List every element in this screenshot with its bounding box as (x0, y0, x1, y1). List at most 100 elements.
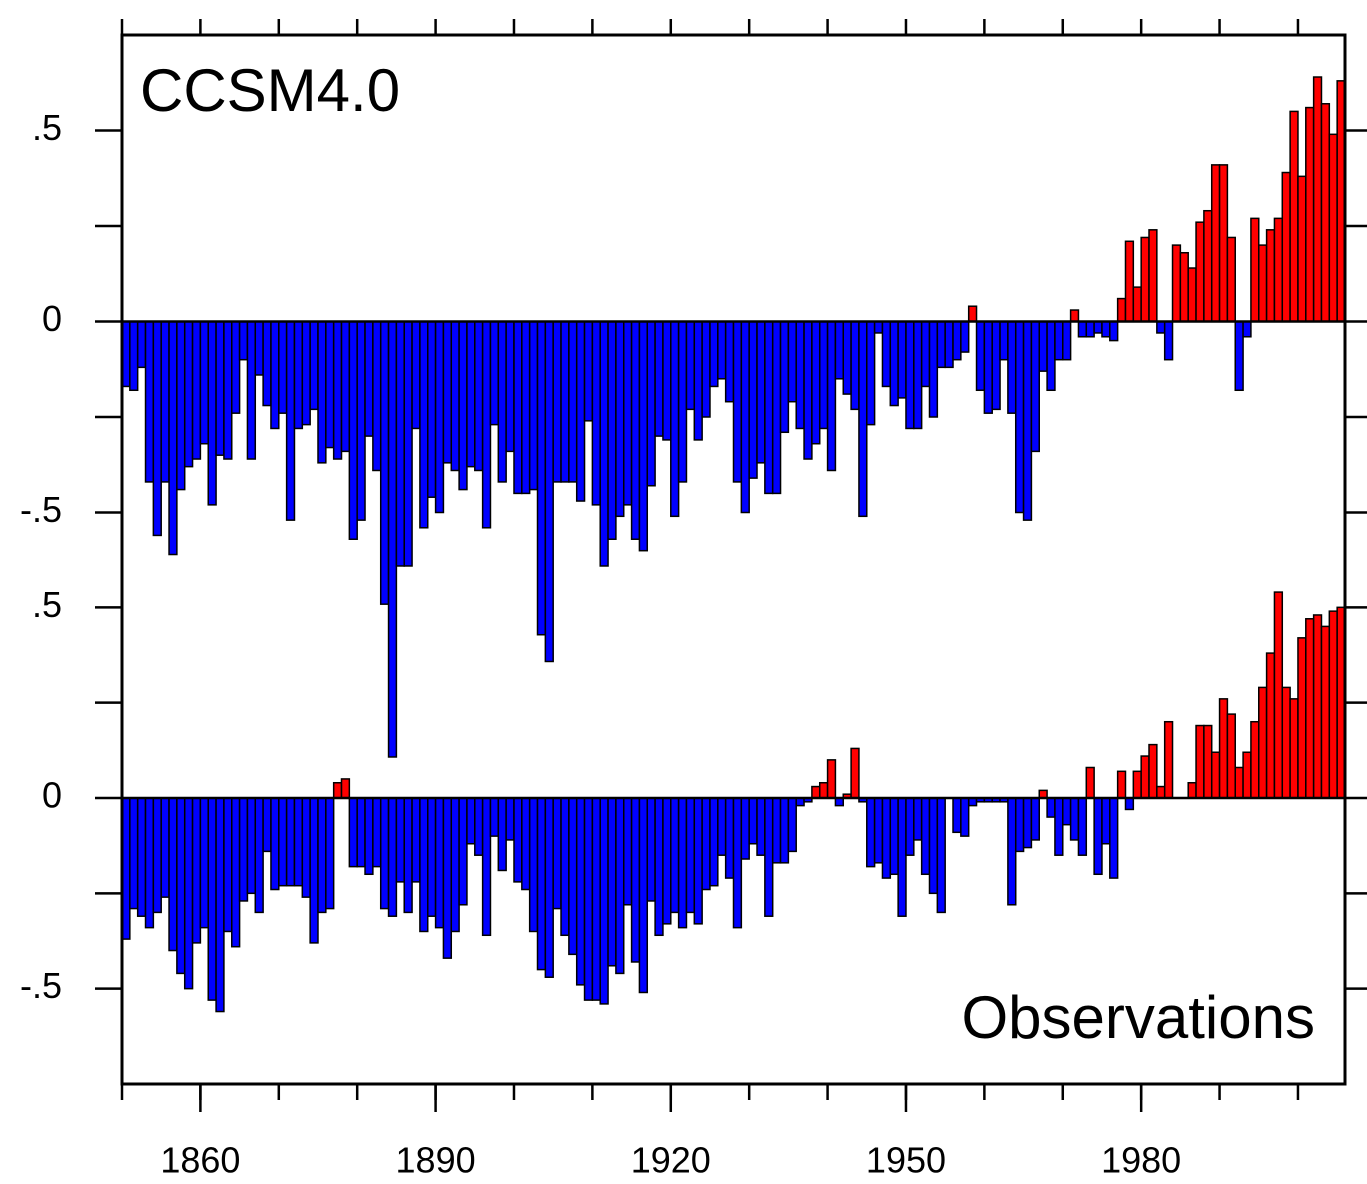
bar (1210, 751, 1221, 799)
bar (379, 797, 390, 910)
bar (223, 797, 233, 933)
bar (724, 797, 735, 879)
bar (144, 797, 155, 929)
y-tick-label: 0 (42, 775, 62, 816)
bar (1320, 625, 1331, 799)
bar (967, 305, 978, 323)
bar (270, 797, 280, 891)
bar (850, 747, 860, 799)
bar (983, 320, 993, 414)
bar (1258, 244, 1268, 323)
bar (1069, 309, 1080, 323)
bar (732, 797, 743, 929)
bar (450, 797, 460, 933)
bar (1297, 175, 1307, 323)
bar (1046, 320, 1056, 392)
bar (1234, 320, 1244, 392)
bar (278, 320, 288, 414)
bar (497, 320, 507, 483)
bar (1250, 217, 1260, 323)
y-tick-label: .5 (32, 107, 62, 148)
bar (1273, 217, 1284, 323)
bar (1030, 320, 1041, 453)
bar (176, 320, 186, 491)
bar (411, 797, 421, 883)
bar (395, 320, 405, 567)
bar (685, 797, 696, 914)
bar (630, 797, 641, 963)
bar (207, 797, 217, 1001)
bar (1132, 286, 1142, 323)
bar (521, 797, 531, 891)
bar (387, 320, 398, 758)
bar (795, 320, 805, 430)
bar (1101, 320, 1111, 338)
bar (897, 320, 907, 399)
bar (442, 797, 453, 959)
bar (262, 797, 272, 853)
bar (905, 320, 915, 430)
bar (1054, 320, 1064, 361)
bar (873, 797, 884, 864)
bar (1109, 320, 1119, 342)
bar (199, 797, 209, 929)
bar (591, 320, 601, 506)
bar (724, 320, 735, 403)
bar (1203, 209, 1213, 323)
bar (1054, 797, 1064, 856)
bar (481, 320, 492, 529)
bar (215, 797, 225, 1013)
bar (458, 797, 468, 906)
bar (866, 320, 876, 426)
bar (638, 320, 649, 552)
bar (1132, 770, 1142, 799)
bar (748, 797, 758, 845)
bar (427, 320, 437, 498)
bar (826, 320, 837, 472)
bar (936, 797, 946, 914)
bar (332, 781, 343, 799)
bar (301, 320, 311, 426)
bar (693, 320, 703, 441)
bar (1046, 797, 1056, 818)
bar (1085, 766, 1095, 799)
bar (1148, 743, 1158, 799)
bar (207, 320, 217, 506)
bar (372, 320, 382, 472)
bar (411, 320, 421, 430)
bar (521, 320, 531, 495)
bar (309, 797, 319, 944)
bar (1289, 110, 1299, 323)
bar (881, 320, 892, 388)
bar (881, 797, 892, 879)
bar (858, 320, 868, 518)
bar (960, 797, 970, 837)
bar (419, 320, 429, 529)
bar (1163, 720, 1174, 799)
bar (136, 320, 147, 369)
bar (160, 320, 170, 483)
bar (1179, 251, 1189, 323)
bar (1038, 320, 1048, 372)
bar (1007, 320, 1017, 414)
bar (1305, 618, 1315, 799)
bar (419, 797, 429, 933)
bar (246, 797, 257, 895)
bar (450, 320, 460, 472)
bar (607, 320, 617, 540)
bar (1156, 320, 1166, 334)
bar (560, 320, 570, 483)
bar (764, 797, 774, 917)
bar (1265, 652, 1276, 799)
bar (818, 320, 829, 430)
bar (168, 797, 178, 952)
bar (662, 797, 672, 925)
bar (552, 797, 562, 910)
bar (528, 797, 539, 933)
bar (583, 797, 594, 1001)
bar (920, 320, 931, 388)
bar (238, 797, 249, 902)
bar (709, 797, 719, 887)
bar (850, 320, 860, 411)
bar (474, 320, 484, 472)
